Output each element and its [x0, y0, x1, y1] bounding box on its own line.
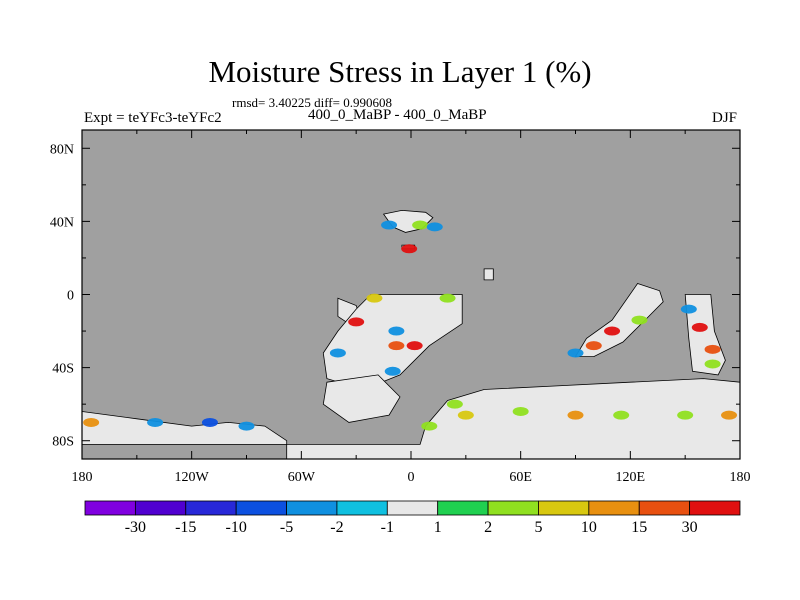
- x-tick-label: 180: [72, 470, 93, 485]
- anomaly-patch: [388, 341, 405, 351]
- anomaly-patch: [721, 410, 738, 420]
- anomaly-patch: [704, 359, 721, 369]
- colorbar-swatch: [235, 500, 287, 516]
- anomaly-patch: [691, 322, 708, 332]
- colorbar-label: 1: [434, 519, 442, 536]
- colorbar-swatch: [538, 500, 590, 516]
- anomaly-patch: [412, 220, 429, 230]
- x-tick-label: 120E: [616, 470, 646, 485]
- colorbar-label: -10: [225, 519, 246, 536]
- anomaly-patch: [348, 317, 365, 327]
- land-far-east-strip: [684, 294, 726, 376]
- y-tick-label: 40S: [52, 362, 74, 377]
- colorbar-label: -5: [280, 519, 293, 536]
- anomaly-patch: [201, 417, 218, 427]
- colorbar-label: 5: [534, 519, 542, 536]
- y-tick-label: 0: [67, 289, 74, 304]
- land-gondwana-southwest: [322, 374, 401, 423]
- anomaly-patch: [567, 348, 584, 358]
- anomaly-patch: [238, 421, 255, 431]
- colorbar-label: 10: [581, 519, 597, 536]
- colorbar-label: 2: [484, 519, 492, 536]
- y-tick-label: 40N: [50, 215, 74, 230]
- y-tick-label: 80S: [52, 435, 74, 450]
- anomaly-patch: [384, 366, 401, 376]
- colorbar-swatch: [185, 500, 237, 516]
- anomaly-patch: [366, 293, 383, 303]
- colorbar-label: -1: [381, 519, 394, 536]
- anomaly-layer: [83, 220, 738, 431]
- y-axis: 80N 40N 0 40S 80S: [50, 142, 740, 450]
- colorbar-label: -2: [330, 519, 343, 536]
- colorbar-swatch: [487, 500, 539, 516]
- x-tick-label: 60E: [509, 470, 532, 485]
- colorbar: -30 -15 -10 -5 -2 -1 1 2 5 10 15 30: [84, 500, 741, 536]
- colorbar-label: -30: [125, 519, 146, 536]
- season-label: DJF: [712, 110, 738, 126]
- x-tick-label: 180: [730, 470, 751, 485]
- anomaly-patch: [631, 315, 648, 325]
- x-tick-label: 60W: [288, 470, 316, 485]
- anomaly-patch: [421, 421, 438, 431]
- anomaly-patch: [381, 220, 398, 230]
- colorbar-swatch: [689, 500, 741, 516]
- anomaly-patch: [406, 341, 423, 351]
- experiment-label: Expt = teYFc3-teYFc2: [84, 110, 222, 126]
- anomaly-patch: [512, 406, 529, 416]
- anomaly-patch: [401, 244, 418, 254]
- anomaly-patch: [585, 341, 602, 351]
- anomaly-patch: [329, 348, 346, 358]
- colorbar-swatch: [84, 500, 136, 516]
- stats-label: rmsd= 3.40225 diff= 0.990608: [232, 95, 392, 110]
- land-east-peninsula: [574, 283, 664, 358]
- colorbar-swatch: [286, 500, 338, 516]
- anomaly-patch: [704, 344, 721, 354]
- anomaly-patch: [446, 399, 463, 409]
- anomaly-patch: [147, 417, 164, 427]
- colorbar-swatch: [437, 500, 489, 516]
- anomaly-patch: [567, 410, 584, 420]
- x-tick-label: 120W: [175, 470, 210, 485]
- anomaly-patch: [613, 410, 630, 420]
- period-label: 400_0_MaBP - 400_0_MaBP: [308, 107, 487, 123]
- colorbar-label: 15: [631, 519, 647, 536]
- anomaly-patch: [439, 293, 456, 303]
- colorbar-swatch: [134, 500, 187, 516]
- colorbar-swatch: [336, 500, 388, 516]
- y-tick-label: 80N: [50, 142, 74, 157]
- land-north-small: [483, 268, 494, 281]
- colorbar-swatch: [386, 500, 439, 516]
- x-tick-label: 0: [408, 470, 415, 485]
- anomaly-patch: [604, 326, 621, 336]
- anomaly-patch: [426, 222, 443, 232]
- x-axis: 180 120W 60W 0 60E 120E 180: [72, 130, 751, 485]
- anomaly-patch: [83, 417, 100, 427]
- anomaly-patch: [457, 410, 474, 420]
- colorbar-label: 30: [682, 519, 698, 536]
- chart-title: Moisture Stress in Layer 1 (%): [208, 54, 592, 89]
- colorbar-swatch: [638, 500, 691, 516]
- anomaly-patch: [680, 304, 697, 314]
- anomaly-patch: [677, 410, 694, 420]
- anomaly-patch: [388, 326, 405, 336]
- colorbar-label: -15: [175, 519, 196, 536]
- colorbar-swatch: [588, 500, 640, 516]
